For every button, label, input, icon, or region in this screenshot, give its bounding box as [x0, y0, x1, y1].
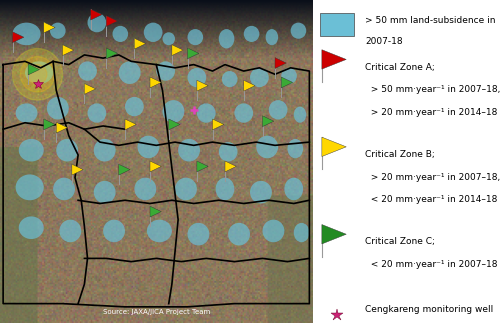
Ellipse shape — [175, 178, 197, 200]
Ellipse shape — [156, 61, 175, 81]
Ellipse shape — [162, 100, 184, 123]
Polygon shape — [12, 32, 24, 43]
Ellipse shape — [294, 107, 306, 123]
Text: > 20 mm·year⁻¹ in 2014–18: > 20 mm·year⁻¹ in 2014–18 — [365, 108, 498, 117]
Ellipse shape — [16, 174, 44, 200]
Ellipse shape — [119, 61, 141, 84]
Ellipse shape — [222, 71, 238, 87]
Ellipse shape — [188, 29, 203, 45]
Polygon shape — [84, 83, 96, 94]
Ellipse shape — [188, 223, 210, 245]
Polygon shape — [150, 206, 162, 217]
Ellipse shape — [284, 178, 303, 200]
Polygon shape — [275, 57, 286, 68]
Ellipse shape — [47, 97, 69, 120]
Text: Source: JAXA/JICA Project Team: Source: JAXA/JICA Project Team — [102, 309, 210, 315]
Ellipse shape — [138, 136, 160, 158]
Text: < 20 mm·year⁻¹ in 2007–18: < 20 mm·year⁻¹ in 2007–18 — [365, 260, 498, 269]
Polygon shape — [262, 116, 274, 127]
Polygon shape — [322, 224, 346, 244]
Polygon shape — [188, 48, 199, 59]
Text: > 50 mm·year⁻¹ in 2007–18, or: > 50 mm·year⁻¹ in 2007–18, or — [365, 85, 500, 94]
Polygon shape — [281, 77, 292, 88]
Circle shape — [28, 65, 47, 84]
Text: > 20 mm·year⁻¹ in 2007–18, or: > 20 mm·year⁻¹ in 2007–18, or — [365, 173, 500, 182]
Polygon shape — [72, 164, 84, 175]
Ellipse shape — [50, 23, 66, 39]
Text: Critical Zone B;: Critical Zone B; — [365, 150, 435, 159]
Text: Critical Zone A;: Critical Zone A; — [365, 63, 435, 72]
Ellipse shape — [288, 139, 303, 158]
Ellipse shape — [94, 139, 116, 162]
Polygon shape — [44, 22, 55, 33]
Ellipse shape — [234, 103, 253, 123]
Polygon shape — [169, 119, 180, 130]
Polygon shape — [134, 38, 146, 49]
Polygon shape — [56, 122, 68, 133]
Ellipse shape — [188, 68, 206, 87]
Ellipse shape — [294, 223, 310, 242]
Ellipse shape — [228, 223, 250, 245]
Ellipse shape — [244, 26, 260, 42]
Ellipse shape — [262, 220, 284, 242]
Polygon shape — [90, 9, 102, 20]
Text: Critical Zone C;: Critical Zone C; — [365, 237, 435, 246]
Ellipse shape — [250, 68, 269, 87]
Polygon shape — [197, 80, 208, 91]
Ellipse shape — [281, 68, 297, 84]
Ellipse shape — [19, 139, 44, 162]
Ellipse shape — [78, 61, 97, 81]
Ellipse shape — [197, 103, 216, 123]
Ellipse shape — [216, 178, 234, 200]
Polygon shape — [44, 119, 55, 130]
Ellipse shape — [125, 97, 144, 116]
Text: 2007-18: 2007-18 — [365, 37, 403, 46]
Circle shape — [12, 48, 62, 100]
Ellipse shape — [88, 13, 106, 32]
Polygon shape — [172, 45, 183, 56]
Text: Cengkareng monitoring well: Cengkareng monitoring well — [365, 306, 493, 314]
Bar — [320, 13, 354, 36]
Polygon shape — [119, 164, 130, 175]
Polygon shape — [322, 50, 346, 69]
Ellipse shape — [103, 220, 125, 242]
Ellipse shape — [94, 181, 116, 203]
Polygon shape — [150, 77, 162, 88]
Polygon shape — [244, 80, 255, 91]
Polygon shape — [150, 161, 162, 172]
Polygon shape — [322, 137, 346, 157]
Ellipse shape — [56, 139, 78, 162]
Ellipse shape — [266, 29, 278, 45]
Ellipse shape — [60, 220, 81, 242]
Ellipse shape — [256, 136, 278, 158]
Polygon shape — [62, 45, 74, 56]
Ellipse shape — [12, 23, 40, 45]
Text: < 20 mm·year⁻¹ in 2014–18: < 20 mm·year⁻¹ in 2014–18 — [365, 195, 498, 204]
Polygon shape — [197, 161, 208, 172]
Polygon shape — [28, 64, 40, 75]
Polygon shape — [106, 16, 118, 26]
Ellipse shape — [112, 26, 128, 42]
Ellipse shape — [16, 103, 38, 123]
Ellipse shape — [290, 23, 306, 39]
Polygon shape — [125, 119, 136, 130]
Ellipse shape — [219, 142, 238, 162]
Text: > 50 mm land-subsidence in: > 50 mm land-subsidence in — [365, 16, 496, 25]
Ellipse shape — [269, 100, 287, 120]
Ellipse shape — [250, 181, 272, 203]
Ellipse shape — [53, 178, 75, 200]
Ellipse shape — [147, 220, 172, 242]
Ellipse shape — [134, 178, 156, 200]
Polygon shape — [212, 119, 224, 130]
Ellipse shape — [178, 139, 200, 162]
Ellipse shape — [25, 61, 53, 84]
Ellipse shape — [88, 103, 106, 123]
Ellipse shape — [19, 216, 44, 239]
Polygon shape — [225, 161, 236, 172]
Ellipse shape — [219, 29, 234, 48]
Ellipse shape — [144, 23, 163, 42]
Circle shape — [20, 57, 54, 92]
Ellipse shape — [162, 32, 175, 45]
Polygon shape — [106, 48, 118, 59]
